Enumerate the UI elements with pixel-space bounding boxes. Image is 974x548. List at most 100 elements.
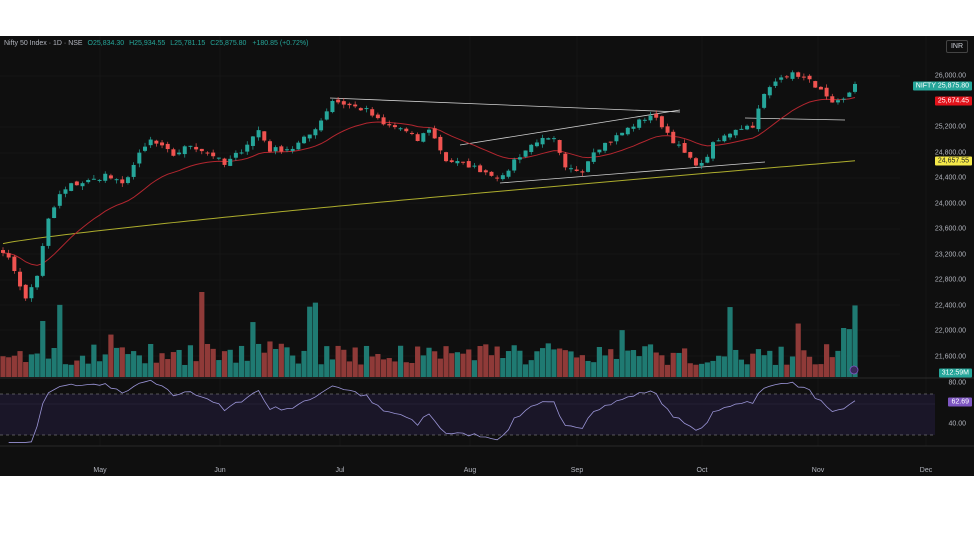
time-axis-label: Jul bbox=[335, 467, 345, 474]
candle-body bbox=[671, 131, 676, 144]
volume-bar bbox=[511, 345, 517, 377]
candle-body bbox=[324, 111, 329, 120]
candle-body bbox=[569, 168, 573, 170]
volume-bar bbox=[551, 349, 557, 377]
candle-body bbox=[228, 158, 233, 166]
volume-bar bbox=[562, 350, 568, 377]
candle-body bbox=[455, 161, 460, 164]
candle-body bbox=[154, 140, 159, 144]
candle-body bbox=[52, 207, 57, 219]
candle-body bbox=[404, 128, 409, 132]
candle-body bbox=[574, 169, 579, 172]
candle-body bbox=[29, 287, 34, 299]
open-value: O25,834.30 bbox=[87, 40, 125, 47]
volume-bar bbox=[716, 355, 722, 377]
volume-bar bbox=[801, 350, 807, 377]
candle-body bbox=[74, 181, 79, 186]
candle-body bbox=[551, 138, 556, 140]
volume-bar bbox=[403, 362, 409, 377]
volume-bar bbox=[477, 346, 483, 377]
candle-body bbox=[80, 183, 85, 187]
volume-bar bbox=[767, 350, 773, 377]
rsi-axis-40: 40.00 bbox=[948, 420, 966, 428]
symbol-tag-label: NIFTY bbox=[915, 82, 936, 90]
candle-body bbox=[659, 116, 664, 128]
candle-body bbox=[750, 125, 755, 128]
close-value: C25,875.80 bbox=[210, 40, 247, 47]
candle-body bbox=[523, 150, 528, 157]
candle-body bbox=[392, 125, 397, 128]
volume-bar bbox=[466, 349, 472, 377]
ma-short-tag: 25,674.45 bbox=[934, 96, 972, 106]
currency-button[interactable]: INR bbox=[945, 40, 968, 53]
candle-body bbox=[830, 96, 835, 103]
candle-body bbox=[841, 98, 846, 100]
volume-bar bbox=[250, 322, 256, 377]
candle-body bbox=[699, 162, 704, 166]
volume-bar bbox=[579, 355, 585, 377]
price-axis-label: 25,200.00 bbox=[934, 123, 966, 131]
candle-body bbox=[46, 218, 51, 246]
time-axis-label: Dec bbox=[919, 467, 933, 474]
time-axis-label: Oct bbox=[696, 467, 708, 474]
candle-body bbox=[745, 125, 750, 130]
volume-bar bbox=[528, 360, 534, 377]
volume-bar bbox=[789, 356, 796, 377]
candle-body bbox=[279, 146, 284, 152]
trendline bbox=[329, 97, 681, 113]
time-axis-label: Nov bbox=[811, 467, 825, 474]
candle-body bbox=[733, 129, 738, 136]
volume-bar bbox=[346, 361, 353, 377]
time-axis-label: Jun bbox=[214, 467, 226, 474]
candle-body bbox=[427, 129, 431, 133]
candle-body bbox=[540, 137, 545, 145]
candle-body bbox=[796, 72, 801, 77]
candle-body bbox=[739, 128, 744, 130]
candle-body bbox=[222, 158, 227, 165]
low-value: L25,781.15 bbox=[170, 40, 206, 47]
volume-bar bbox=[704, 362, 710, 377]
candle-body bbox=[114, 179, 119, 181]
candle-body bbox=[18, 271, 23, 287]
volume-bar bbox=[119, 347, 125, 377]
volume-bar bbox=[449, 353, 455, 377]
volume-bar bbox=[824, 344, 830, 377]
volume-bar bbox=[380, 359, 387, 377]
volume-bar bbox=[841, 327, 847, 377]
candle-body bbox=[12, 256, 17, 272]
volume-bar bbox=[591, 362, 597, 377]
chart-canvas[interactable] bbox=[0, 36, 974, 476]
volume-bar bbox=[682, 348, 688, 377]
symbol-title: Nifty 50 Index · 1D · NSE bbox=[4, 40, 83, 47]
volume-bar bbox=[727, 307, 733, 377]
volume-bar bbox=[6, 357, 12, 377]
candle-body bbox=[188, 145, 193, 147]
candle-body bbox=[563, 153, 568, 168]
price-axis-label: 23,200.00 bbox=[934, 251, 966, 258]
candle-body bbox=[648, 115, 653, 121]
candle-body bbox=[296, 142, 301, 150]
candle-body bbox=[779, 77, 784, 80]
last-price: 25,875.80 bbox=[937, 82, 969, 90]
candle-body bbox=[506, 170, 511, 177]
volume-bar bbox=[398, 345, 404, 377]
volume-bar bbox=[369, 356, 375, 377]
candle-body bbox=[91, 178, 96, 180]
volume-bar bbox=[261, 352, 267, 377]
volume-bar bbox=[204, 343, 211, 377]
volume-bar bbox=[221, 351, 228, 377]
candle-body bbox=[415, 134, 420, 141]
candle-body bbox=[262, 131, 267, 141]
candle-body bbox=[722, 135, 727, 142]
volume-bar bbox=[664, 364, 671, 377]
volume-bar bbox=[585, 360, 591, 377]
candle-body bbox=[341, 101, 346, 105]
volume-bar bbox=[818, 364, 824, 377]
volume-bar bbox=[659, 355, 665, 377]
candle-body bbox=[517, 157, 522, 160]
chart-area[interactable]: Nifty 50 Index · 1D · NSE O25,834.30 H25… bbox=[0, 36, 974, 476]
volume-bar bbox=[744, 364, 750, 377]
candle-body bbox=[546, 138, 551, 140]
candle-body bbox=[483, 170, 488, 173]
candle-body bbox=[676, 144, 681, 146]
